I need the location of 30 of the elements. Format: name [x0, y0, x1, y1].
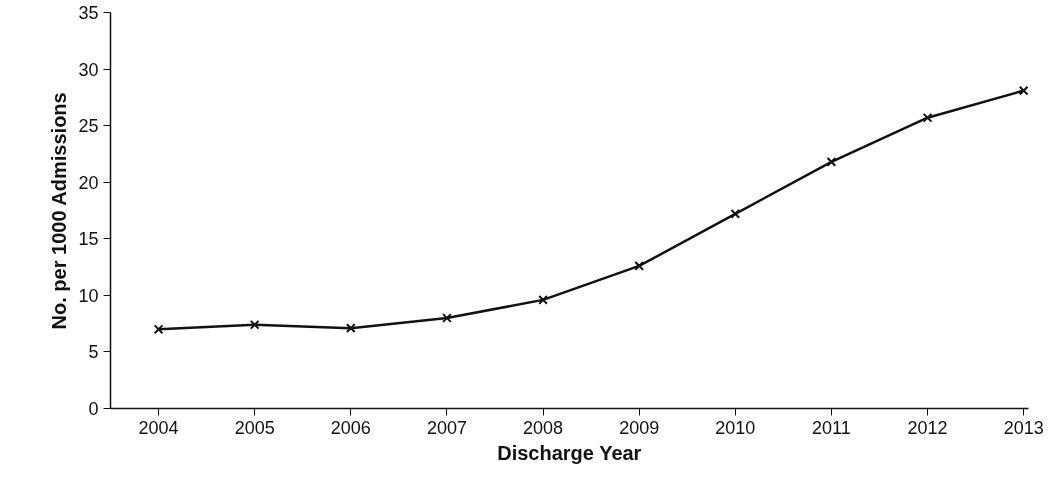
point	[249, 319, 260, 330]
x-tick-label: 2013	[1003, 417, 1044, 438]
x-tick-label: 2010	[715, 417, 756, 438]
y-tick-label: 0	[88, 399, 99, 419]
x-tick-label: 2009	[619, 417, 660, 438]
x-tick-label: 2012	[907, 417, 948, 438]
y-tick-label: 15	[78, 229, 99, 250]
y-tick-label: 20	[78, 172, 99, 193]
point	[345, 323, 356, 334]
point	[922, 112, 933, 123]
point	[730, 209, 741, 219]
point	[1018, 85, 1029, 96]
x-tick-label: 2008	[523, 417, 564, 438]
x-tick-label: 2011	[812, 417, 851, 438]
y-tick-label: 10	[78, 285, 99, 306]
y-tick-label: 25	[78, 116, 99, 137]
x-tick-label: 2006	[330, 417, 371, 438]
x-tick-label: 2004	[138, 417, 179, 438]
x-tick-label: 2007	[426, 417, 467, 438]
point	[634, 261, 645, 271]
point	[153, 324, 164, 335]
y-tick-label: 35	[78, 3, 99, 23]
point	[538, 294, 548, 305]
y-tick-label: 30	[78, 59, 99, 80]
x-axis-title: Discharge Year	[497, 441, 642, 464]
y-tick-label: 5	[88, 342, 99, 363]
point	[826, 156, 837, 167]
y-axis-title: No. per 1000 Admissions	[48, 92, 71, 330]
x-tick-label: 2005	[234, 417, 275, 438]
point	[442, 313, 452, 323]
